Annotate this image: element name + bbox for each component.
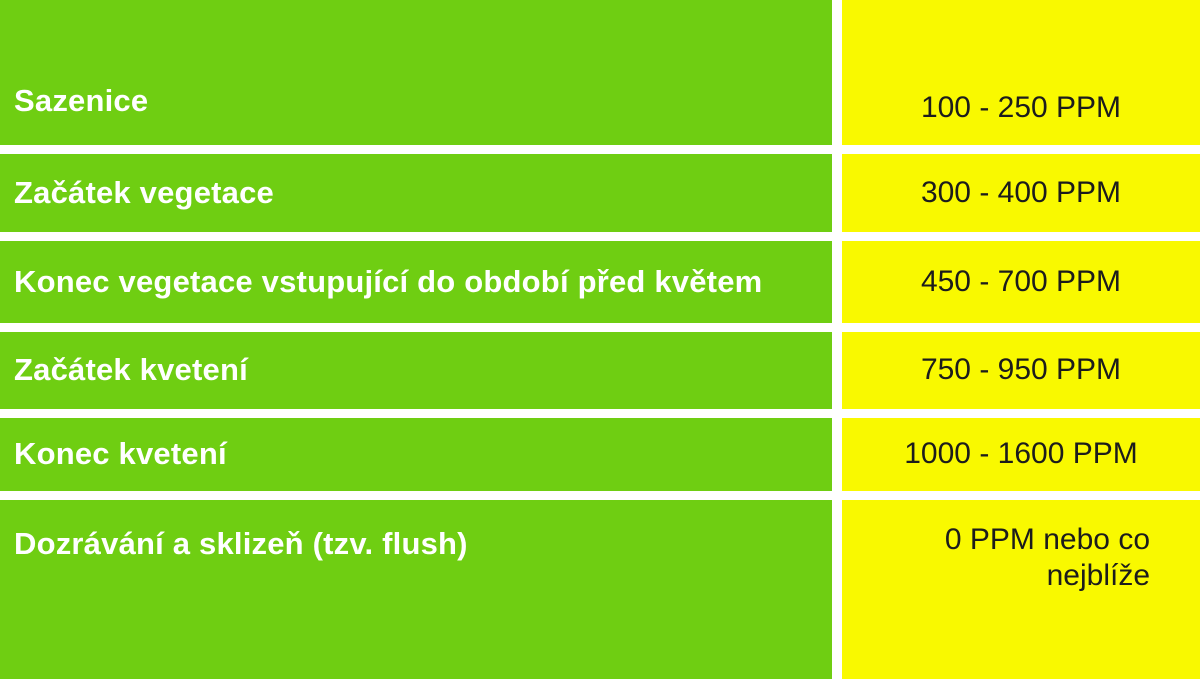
table-row: Konec kvetení 1000 - 1600 PPM: [0, 417, 1200, 492]
stage-cell: Konec kvetení: [0, 417, 832, 492]
stage-cell: Začátek kvetení: [0, 332, 832, 409]
row-divider: [0, 323, 1200, 333]
row-divider: [0, 491, 1200, 501]
table-row: Konec vegetace vstupující do období před…: [0, 240, 1200, 324]
stage-cell: Konec vegetace vstupující do období před…: [0, 240, 832, 324]
table-row: Začátek kvetení 750 - 950 PPM: [0, 332, 1200, 409]
stage-cell: Začátek vegetace: [0, 154, 832, 232]
ppm-cell: 0 PPM nebo co nejblíže: [842, 500, 1200, 679]
table-row: Sazenice 100 - 250 PPM: [0, 0, 1200, 146]
table-row: Začátek vegetace 300 - 400 PPM: [0, 154, 1200, 232]
row-divider: [0, 145, 1200, 155]
stage-cell: Dozrávání a sklizeň (tzv. flush): [0, 500, 832, 679]
ppm-cell: 450 - 700 PPM: [842, 240, 1200, 324]
stage-cell: Sazenice: [0, 0, 832, 146]
ppm-cell: 1000 - 1600 PPM: [842, 417, 1200, 492]
row-divider: [0, 231, 1200, 241]
ppm-cell: 300 - 400 PPM: [842, 154, 1200, 232]
ppm-cell: 100 - 250 PPM: [842, 0, 1200, 146]
ppm-cell: 750 - 950 PPM: [842, 332, 1200, 409]
table-row: Dozrávání a sklizeň (tzv. flush) 0 PPM n…: [0, 500, 1200, 679]
row-divider: [0, 408, 1200, 418]
